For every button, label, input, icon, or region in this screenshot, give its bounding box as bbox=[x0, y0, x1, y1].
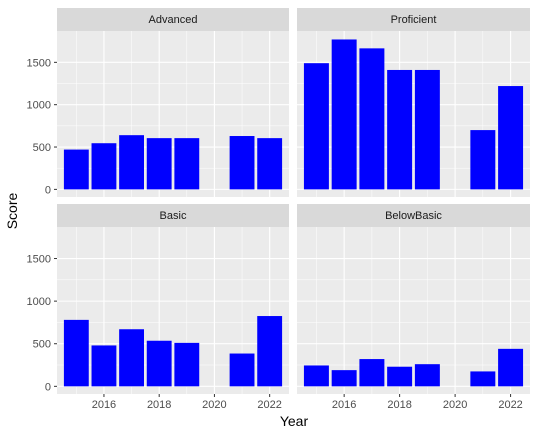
bar bbox=[387, 69, 413, 190]
bar bbox=[119, 135, 144, 190]
panel-belowbasic: BelowBasic bbox=[297, 204, 530, 394]
x-tick-label: 2022 bbox=[498, 399, 522, 411]
panel-proficient: Proficient bbox=[297, 8, 530, 197]
bar bbox=[359, 48, 385, 190]
bar bbox=[174, 138, 200, 190]
y-tick-label: 500 bbox=[33, 142, 51, 154]
bar bbox=[470, 371, 496, 387]
x-tick-label: 2016 bbox=[92, 399, 116, 411]
bar bbox=[63, 319, 89, 387]
y-tick-label: 0 bbox=[45, 381, 51, 393]
bar bbox=[387, 366, 413, 387]
panels-layer: Advanced Proficient Basic BelowBasic bbox=[57, 8, 530, 394]
bar bbox=[257, 316, 283, 387]
y-tick-label: 500 bbox=[33, 339, 51, 351]
bar bbox=[146, 138, 172, 190]
y-tick-label: 0 bbox=[45, 184, 51, 196]
bar bbox=[414, 364, 440, 387]
panel-basic: Basic bbox=[57, 204, 289, 394]
x-tick-label: 2018 bbox=[387, 399, 411, 411]
x-tick-label: 2020 bbox=[202, 399, 226, 411]
bar bbox=[303, 63, 329, 190]
strip-label: BelowBasic bbox=[385, 210, 442, 222]
bar bbox=[119, 329, 144, 387]
x-tick-label: 2016 bbox=[332, 399, 356, 411]
y-axis-layer: 0 500 1000 1500 0 500 1000 1500 bbox=[27, 57, 57, 393]
strip-background bbox=[57, 204, 289, 227]
x-axis-layer: 2016 2018 2020 2022 2016 2018 2020 2022 bbox=[92, 394, 523, 411]
bar bbox=[470, 130, 496, 190]
strip-background bbox=[297, 204, 530, 227]
x-axis-title: Year bbox=[280, 413, 309, 429]
y-tick-label: 1000 bbox=[27, 100, 51, 112]
bar bbox=[63, 149, 89, 190]
bar bbox=[91, 143, 117, 190]
x-tick-label: 2022 bbox=[257, 399, 281, 411]
bar bbox=[229, 353, 255, 387]
bar bbox=[303, 365, 329, 387]
bar bbox=[91, 345, 117, 387]
bar bbox=[174, 342, 200, 387]
strip-background bbox=[57, 8, 289, 31]
bar bbox=[146, 340, 172, 387]
bar bbox=[414, 69, 440, 190]
bar bbox=[331, 370, 357, 387]
strip-label: Proficient bbox=[391, 14, 437, 26]
panel-advanced: Advanced bbox=[57, 8, 289, 197]
bar bbox=[498, 86, 524, 190]
y-tick-label: 1500 bbox=[27, 254, 51, 266]
bar bbox=[498, 348, 524, 387]
x-tick-label: 2018 bbox=[147, 399, 171, 411]
y-axis-title: Score bbox=[4, 193, 20, 230]
bar bbox=[229, 136, 255, 190]
strip-label: Advanced bbox=[149, 14, 198, 26]
bar bbox=[257, 138, 283, 190]
y-tick-label: 1000 bbox=[27, 296, 51, 308]
strip-background bbox=[297, 8, 530, 31]
bar bbox=[359, 359, 385, 387]
y-tick-label: 1500 bbox=[27, 57, 51, 69]
panel-background bbox=[297, 227, 530, 394]
bar bbox=[331, 39, 357, 190]
x-tick-label: 2020 bbox=[443, 399, 467, 411]
strip-label: Basic bbox=[160, 210, 187, 222]
